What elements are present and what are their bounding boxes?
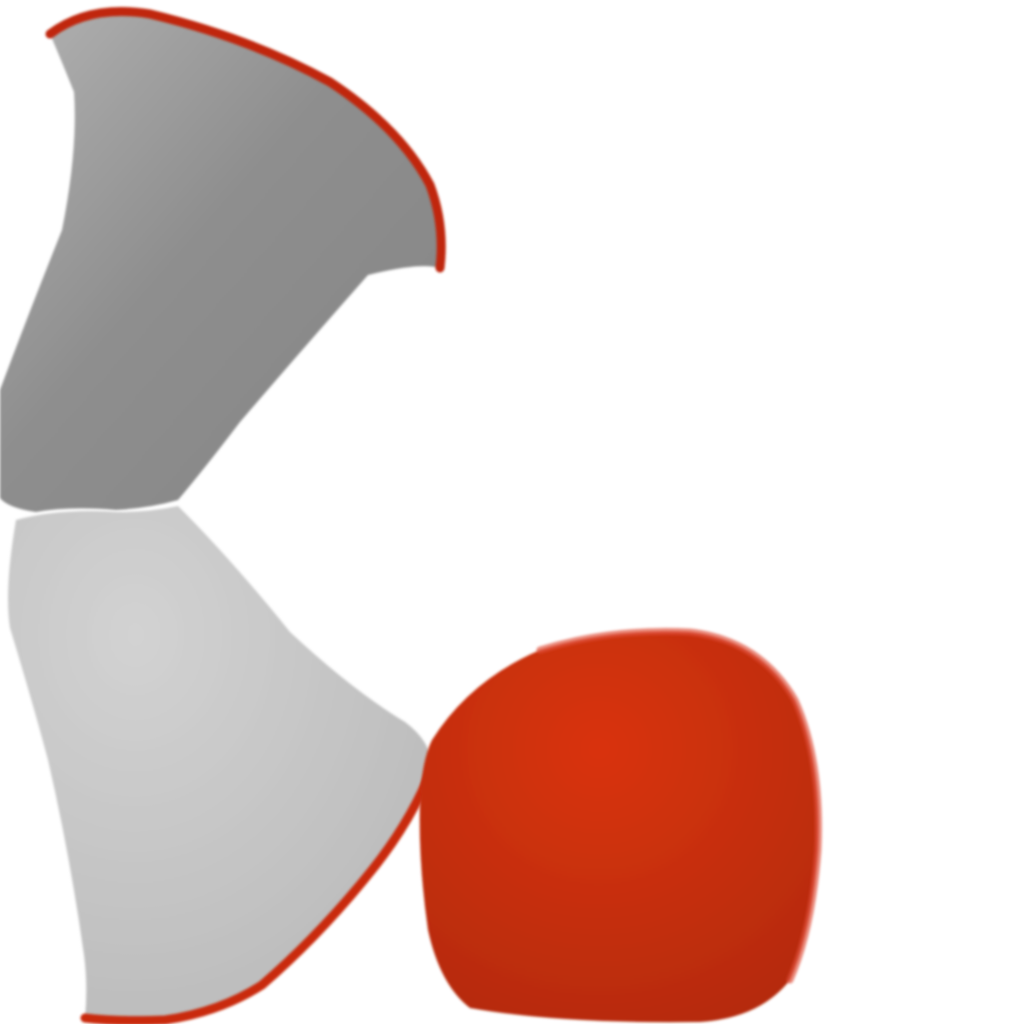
red-sphere-body <box>419 631 819 1023</box>
lower-gray-shape <box>8 506 437 1024</box>
red-sphere-rim-highlight <box>536 627 822 984</box>
upper-gray-shape <box>0 7 446 512</box>
upper-gray-body <box>0 11 442 512</box>
upper-gray-red-rim <box>45 7 446 273</box>
lower-gray-red-rim <box>80 763 437 1024</box>
red-sphere <box>419 627 822 1023</box>
lower-gray-body <box>8 506 432 1021</box>
